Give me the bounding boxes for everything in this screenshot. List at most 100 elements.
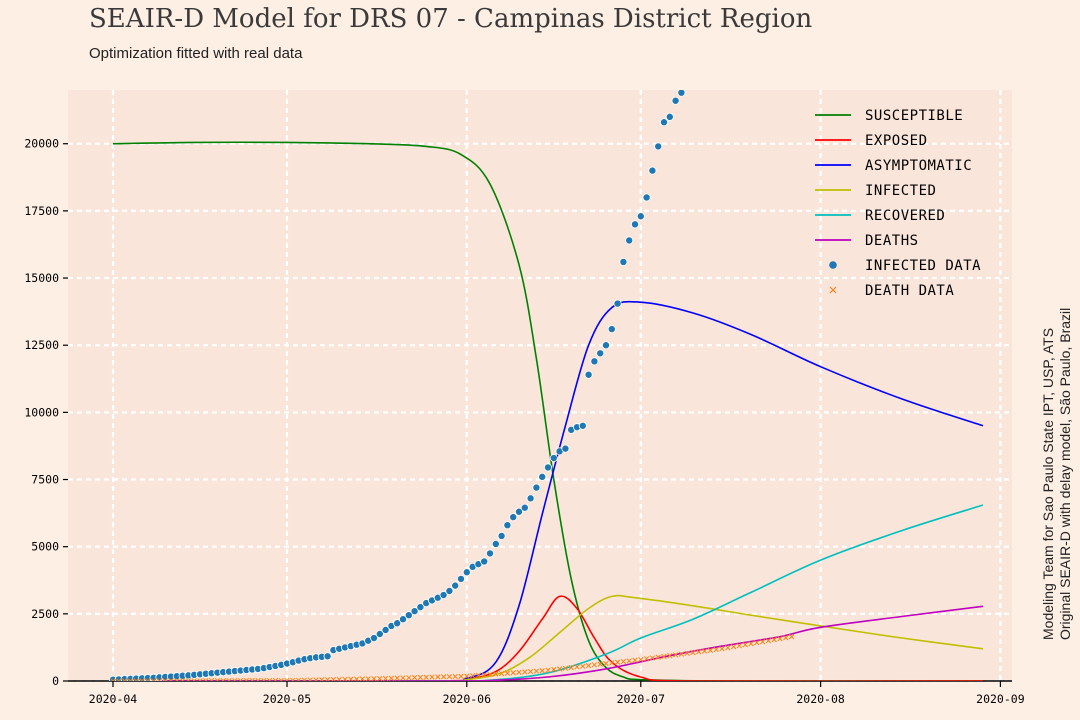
infected-data-point [503,521,512,530]
infected-data-point [561,444,570,453]
death-data-point [232,677,238,681]
death-data-point [713,646,719,653]
death-data-point [243,677,250,681]
death-data-point [464,673,470,679]
death-data-point [597,661,603,667]
death-data-point [121,678,128,681]
infected-data-point [584,370,593,379]
legend-label-recovered: RECOVERED [865,208,945,224]
death-data-point [139,678,145,681]
x-tick-label: 2020-07 [617,692,666,706]
infected-data-point [619,257,628,266]
death-data-point [417,674,424,681]
death-data-point [684,650,690,657]
death-data-point [585,662,592,669]
y-tick-label: 2500 [31,607,59,621]
infected-data-point [625,236,634,245]
death-data-point [330,676,337,681]
death-data-point [701,648,708,654]
death-data-point [446,673,453,680]
legend-label-infected: INFECTED [865,183,936,199]
legend: SUSCEPTIBLE EXPOSED ASYMPTOMATIC INFECTED RE… [815,108,981,299]
death-data-point [504,670,511,676]
credit-line-1: Modeling Team for Sao Paulo State IPT, U… [1040,327,1056,640]
infected-data-point [404,611,413,620]
death-data-point [208,678,215,681]
death-data-point [777,636,783,642]
death-data-point [562,665,569,671]
infected-data-point [515,507,524,516]
death-data-point [551,666,557,673]
series-line-deaths [113,605,984,681]
death-data-point [614,659,621,665]
death-data-point [342,676,348,681]
infected-data-point [480,557,489,566]
infected-data-point [532,483,541,492]
death-data-point [324,677,331,681]
infected-data-point [660,118,669,127]
infected-data-point [654,142,663,151]
death-data-point [626,658,632,664]
infected-data-point [526,494,535,503]
death-data-point [759,639,766,645]
death-data-point [591,662,598,668]
death-data-point [435,674,441,680]
x-tick-label: 2020-08 [796,692,845,706]
infected-data-point [497,531,506,540]
infected-data-point [520,503,529,512]
y-tick-label: 0 [52,674,59,688]
death-data-point [748,641,754,647]
death-data-point [150,678,157,681]
death-data-point [788,634,795,640]
death-data-point [719,646,725,652]
death-data-point [185,678,192,681]
death-data-point [261,677,267,681]
death-data-point [678,651,685,657]
death-data-point [452,673,458,680]
death-data-point [272,677,279,681]
death-data-point [458,673,464,679]
death-data-point [481,672,487,678]
death-data-point [214,678,221,681]
death-data-point [475,672,482,678]
infected-data-point [677,90,686,97]
death-data-point [580,663,586,669]
death-data-point [278,677,284,681]
legend-swatch-death_data [829,286,837,294]
death-data-point [696,649,702,655]
death-data-point [609,660,615,666]
infected-data-point [613,299,622,308]
death-data-point [638,656,644,663]
death-data-point [400,675,406,681]
death-data-point [742,642,748,648]
infected-data-point [590,357,599,366]
death-data-point [725,645,731,651]
infected-data-point [607,325,616,334]
death-data-point [690,649,696,656]
infected-data-point [439,591,448,600]
infected-data-point [462,568,471,577]
death-data-point [353,676,360,681]
infected-data-point [549,454,558,463]
y-tick-label: 12500 [24,338,59,352]
legend-label-susceptible: SUSCEPTIBLE [865,108,963,124]
infected-data-point [369,634,378,643]
death-data-point [411,674,418,681]
death-data-point [116,678,122,681]
death-data-point [336,676,342,681]
death-data-point [133,678,139,681]
death-data-point [371,676,377,681]
death-data-point [568,664,574,671]
infected-data-point [393,619,402,628]
death-data-point [429,674,435,680]
infected-data-point [485,549,494,558]
death-data-point [498,670,505,677]
death-data-point [661,653,667,660]
death-data-point [516,669,522,676]
legend-label-exposed: EXPOSED [865,133,928,149]
death-data-point [754,640,760,646]
death-data-point [469,673,476,679]
death-data-point [307,677,313,681]
y-tick-label: 5000 [31,540,59,554]
